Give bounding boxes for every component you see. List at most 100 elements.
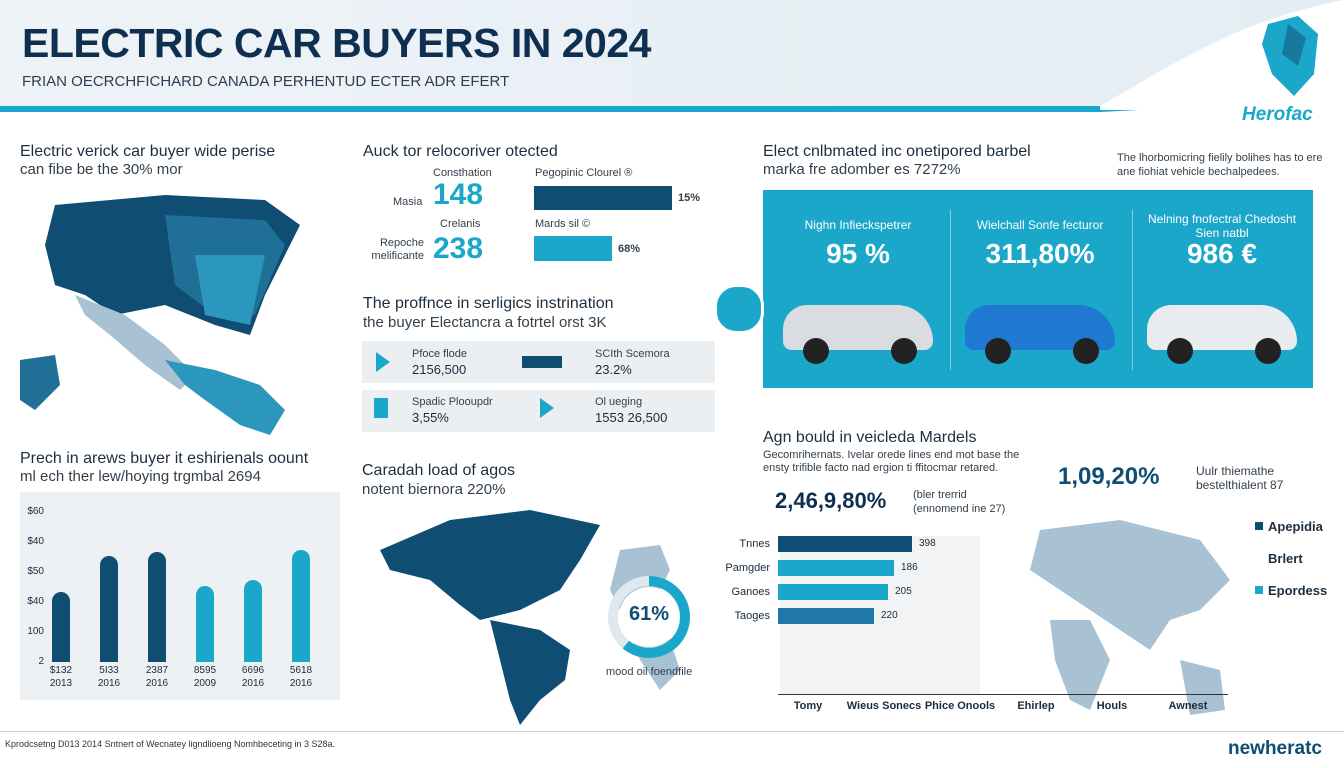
car-value: 95 % <box>826 238 890 269</box>
column-top-label: 5618 <box>289 665 313 676</box>
icon <box>540 398 554 418</box>
row-label: Pfoce flode <box>412 348 468 360</box>
legend-swatch <box>1255 586 1263 594</box>
car-wheel <box>985 338 1011 364</box>
column <box>52 592 70 662</box>
stats-title: Auck tor relocoriver otected <box>363 143 558 160</box>
car-wheel <box>803 338 829 364</box>
car-label: Wielchall Sonfe fecturor <box>976 218 1104 232</box>
car-wheel <box>891 338 917 364</box>
bar-label: Tnnes <box>739 538 770 550</box>
column-top-label: $132 <box>49 665 73 676</box>
x-label: Ehirlep <box>1017 700 1055 712</box>
car-value: 311,80% <box>985 238 1095 269</box>
axis-label: $50 <box>27 566 44 577</box>
row-value: 3,55% <box>412 410 449 425</box>
car-wheel <box>1167 338 1193 364</box>
canada-title: Caradah load of agos <box>362 462 515 479</box>
bar-value: 15% <box>678 192 701 204</box>
header-bg <box>0 0 1344 106</box>
footer-line <box>0 731 1344 732</box>
canada-subtitle: notent biernora 220% <box>362 481 506 498</box>
column-top-label: 5I33 <box>99 665 119 676</box>
donut-caption: mood oil foendfile <box>606 666 693 678</box>
axis-label: $60 <box>27 506 44 517</box>
title: ELECTRIC CAR BUYERS IN 2024 <box>22 20 651 66</box>
big-right: 1,09,20% <box>1058 463 1160 490</box>
instr-row-bg <box>362 390 715 432</box>
header-stripe <box>0 100 1180 112</box>
column-bottom-label: 2013 <box>49 678 73 689</box>
bar <box>778 560 894 576</box>
cars-bg <box>763 190 1313 388</box>
row-label: SCIth Scemora <box>595 348 670 360</box>
legend-label: Brlert <box>1268 551 1303 566</box>
footer-text: Kprodcsetng D013 2014 Sntnert of Wecnate… <box>5 739 336 749</box>
axis-label: $40 <box>27 596 44 607</box>
bar-value: 205 <box>895 586 912 597</box>
row-value: 1553 26,500 <box>595 410 668 425</box>
x-label: Awnest <box>1168 700 1208 712</box>
stat-bar <box>534 236 612 261</box>
x-label: Tomy <box>793 700 823 712</box>
car-label: Nelning fnofectral Chedosht Sien natbl <box>1147 212 1297 240</box>
map-subtitle: can fibe be the 30% mor <box>20 161 183 178</box>
axis-label: 2 <box>38 656 44 667</box>
column-bottom-label: 2016 <box>289 678 313 689</box>
car-wheel <box>1073 338 1099 364</box>
column <box>244 580 262 662</box>
bar <box>778 584 888 600</box>
row-label: Spadic Plooupdr <box>412 396 493 408</box>
trend-subtitle: ml ech ther lew/hoying trgmbal 2694 <box>20 468 261 485</box>
bar <box>778 536 912 552</box>
donut-label: 61% <box>628 603 670 625</box>
subtitle: FRIAN OECRCHFICHARD CANADA PERHENTUD ECT… <box>22 73 510 90</box>
x-label: Wieus Sonecs <box>846 700 922 712</box>
column <box>196 586 214 662</box>
column-bottom-label: 2009 <box>193 678 217 689</box>
stat-caption: Consthation <box>433 167 492 179</box>
nav-button[interactable] <box>714 284 764 334</box>
bar-label: Taoges <box>734 610 770 622</box>
na-map <box>20 195 300 435</box>
x-label: Phice Onools <box>924 700 996 712</box>
icon <box>374 398 388 418</box>
legend-swatch <box>1255 522 1263 530</box>
bar <box>778 608 874 624</box>
stat-bar <box>534 186 672 210</box>
big-right-note: Uulr thiemathe bestelthialent 87 <box>1196 464 1284 492</box>
legend-label: Apepidia <box>1268 519 1323 534</box>
column <box>292 550 310 662</box>
column-bottom-label: 2016 <box>145 678 169 689</box>
bar-value: 186 <box>901 562 918 573</box>
stat-value: 148 <box>433 178 484 211</box>
car-wheel <box>1255 338 1281 364</box>
car-label: Nighn Infieckspetrer <box>804 218 912 232</box>
map-title: Electric verick car buyer wide perise <box>20 143 276 160</box>
trend-bg <box>20 492 340 700</box>
bar-label: Pamgder <box>725 562 770 574</box>
trend-title: Prech in arews buyer it eshirienals ooun… <box>20 450 309 467</box>
cars-title: Elect cnlbmated inc onetipored barbel <box>763 143 1031 160</box>
instr-title: The proffnce in serligics instrination <box>363 295 614 312</box>
row-value: 23.2% <box>595 362 632 377</box>
icon <box>376 352 390 372</box>
column-top-label: 6696 <box>241 665 265 676</box>
bar-value: 220 <box>881 610 898 621</box>
stat-value: 238 <box>433 232 484 265</box>
bar-label: Ganoes <box>731 586 770 598</box>
donut <box>608 576 690 658</box>
brand-icon <box>1262 16 1318 96</box>
column-bottom-label: 2016 <box>97 678 121 689</box>
axis-label: $40 <box>27 536 44 547</box>
axis-line <box>778 694 1228 695</box>
stat-label: Repoche melificante <box>371 237 424 262</box>
bar-value: 398 <box>919 538 936 549</box>
footer-brand: newheratc <box>1228 738 1322 759</box>
column-top-label: 8595 <box>193 665 217 676</box>
instr-subtitle: the buyer Electancra a fotrtel orst 3K <box>363 314 607 331</box>
legend-label: Epordess <box>1268 583 1328 598</box>
bar-label: Mards sil © <box>535 218 591 230</box>
legend-swatch <box>1255 554 1263 562</box>
